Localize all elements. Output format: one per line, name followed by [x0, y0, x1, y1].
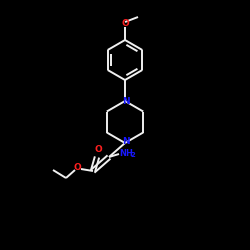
Text: O: O — [94, 146, 102, 154]
Text: NH: NH — [119, 148, 133, 158]
Text: O: O — [121, 20, 129, 28]
Text: O: O — [73, 164, 81, 172]
Text: 2: 2 — [130, 152, 136, 158]
Text: N: N — [122, 98, 130, 106]
Text: N: N — [122, 138, 130, 146]
